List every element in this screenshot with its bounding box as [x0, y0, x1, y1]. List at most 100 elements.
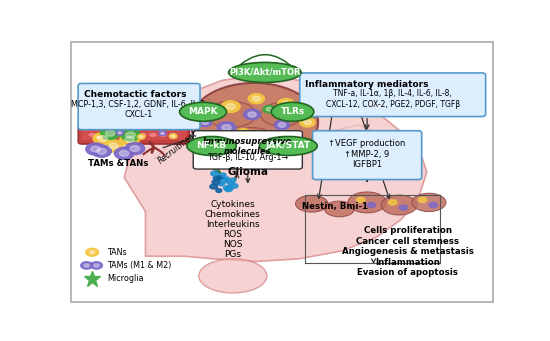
Circle shape [212, 180, 219, 184]
Circle shape [418, 197, 427, 203]
Circle shape [278, 122, 285, 127]
Circle shape [282, 101, 290, 106]
Text: Evasion of apoptosis: Evasion of apoptosis [357, 268, 458, 277]
Ellipse shape [118, 133, 127, 137]
Ellipse shape [231, 128, 273, 149]
Text: Cells proliferation: Cells proliferation [364, 226, 452, 235]
FancyBboxPatch shape [193, 131, 302, 169]
Ellipse shape [98, 133, 107, 137]
Circle shape [213, 111, 223, 118]
Ellipse shape [187, 136, 236, 155]
Circle shape [248, 94, 265, 104]
Circle shape [244, 109, 261, 120]
Circle shape [86, 248, 98, 256]
Text: ROS: ROS [223, 230, 243, 239]
FancyBboxPatch shape [78, 84, 200, 130]
Circle shape [225, 187, 233, 192]
Circle shape [226, 104, 235, 109]
Circle shape [300, 118, 315, 127]
Text: TNF-a, IL-1α, 1β, IL-4, IL-6, IL-8,
CXCL-12, COX-2, PGE2, PDGF, TGFβ: TNF-a, IL-1α, 1β, IL-4, IL-6, IL-8, CXCL… [326, 89, 460, 109]
Circle shape [138, 134, 145, 139]
Text: MCP-1,3, CSF-1,2, GDNF, IL-6, IL-8,
CXCL-1: MCP-1,3, CSF-1,2, GDNF, IL-6, IL-8, CXCL… [71, 100, 207, 119]
Circle shape [309, 113, 314, 116]
Circle shape [130, 146, 140, 151]
Circle shape [126, 132, 135, 138]
Circle shape [429, 203, 437, 208]
Circle shape [140, 136, 143, 138]
Text: JAK/STAT: JAK/STAT [266, 142, 311, 150]
Circle shape [109, 143, 118, 149]
Circle shape [121, 129, 140, 141]
Circle shape [240, 131, 247, 135]
Circle shape [118, 132, 122, 134]
Text: NF-kB: NF-kB [196, 142, 227, 150]
Ellipse shape [169, 133, 178, 137]
Circle shape [221, 101, 240, 112]
FancyBboxPatch shape [71, 42, 493, 302]
Circle shape [388, 200, 397, 205]
Text: Chemotactic factors: Chemotactic factors [84, 90, 186, 99]
Ellipse shape [139, 133, 147, 137]
Polygon shape [124, 75, 427, 262]
Text: Microglia: Microglia [107, 274, 144, 283]
Circle shape [104, 140, 123, 152]
Circle shape [114, 147, 134, 159]
Circle shape [222, 125, 231, 131]
Ellipse shape [88, 133, 96, 137]
Circle shape [94, 264, 99, 267]
Circle shape [90, 251, 95, 254]
Circle shape [236, 129, 250, 137]
Ellipse shape [261, 103, 303, 126]
Circle shape [211, 171, 218, 176]
Ellipse shape [271, 102, 314, 121]
Circle shape [216, 189, 222, 192]
Circle shape [97, 148, 106, 154]
Text: ↑VEGF production
↑MMP-2, 9
IGFBP1: ↑VEGF production ↑MMP-2, 9 IGFBP1 [328, 139, 406, 169]
Text: Immunosupressive
molecules: Immunosupressive molecules [203, 137, 293, 156]
Circle shape [98, 136, 108, 142]
Circle shape [221, 178, 228, 183]
Circle shape [278, 99, 295, 109]
Circle shape [100, 127, 120, 139]
FancyBboxPatch shape [312, 131, 422, 180]
Circle shape [106, 131, 115, 136]
Circle shape [172, 135, 175, 137]
Text: Interleukins: Interleukins [206, 220, 260, 229]
Ellipse shape [199, 259, 267, 293]
Ellipse shape [129, 133, 137, 137]
Circle shape [81, 262, 92, 269]
Circle shape [91, 262, 102, 269]
Circle shape [295, 107, 303, 111]
Circle shape [399, 205, 408, 210]
Circle shape [91, 146, 100, 152]
Circle shape [202, 120, 208, 124]
Text: Inflammatory mediators: Inflammatory mediators [305, 80, 429, 89]
Ellipse shape [381, 195, 417, 215]
FancyBboxPatch shape [82, 131, 186, 140]
Circle shape [216, 113, 221, 116]
Circle shape [84, 264, 89, 267]
Circle shape [97, 136, 100, 138]
Text: Inflammation: Inflammation [375, 257, 440, 267]
Circle shape [199, 118, 212, 127]
Ellipse shape [412, 193, 446, 211]
Circle shape [217, 175, 223, 179]
Text: Chemokines: Chemokines [205, 210, 261, 219]
Ellipse shape [295, 195, 328, 212]
Text: Nestin, Bmi-1: Nestin, Bmi-1 [302, 202, 368, 211]
Text: NOS: NOS [223, 240, 243, 249]
Text: PGs: PGs [224, 250, 241, 259]
Circle shape [304, 120, 311, 125]
Circle shape [161, 132, 164, 134]
Circle shape [125, 143, 145, 154]
Ellipse shape [229, 62, 301, 83]
Text: TAMs (M1 & M2): TAMs (M1 & M2) [107, 261, 172, 270]
Circle shape [230, 178, 236, 182]
Ellipse shape [348, 192, 386, 213]
Circle shape [263, 105, 275, 113]
Circle shape [169, 134, 177, 138]
Ellipse shape [324, 201, 354, 217]
Ellipse shape [148, 133, 157, 137]
Text: TAMs &TANs: TAMs &TANs [87, 159, 148, 167]
Circle shape [125, 136, 134, 142]
